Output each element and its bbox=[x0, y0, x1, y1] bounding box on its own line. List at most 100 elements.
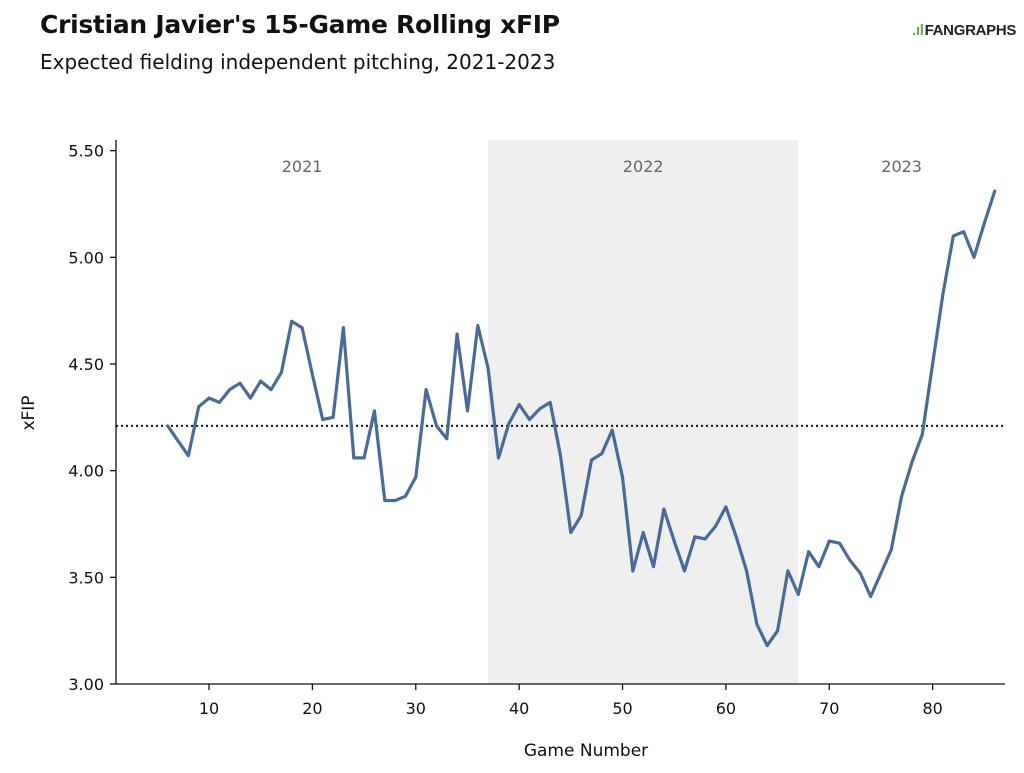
data-point bbox=[920, 432, 924, 436]
data-point bbox=[166, 424, 170, 428]
data-point bbox=[434, 424, 438, 428]
data-point bbox=[279, 371, 283, 375]
data-point bbox=[248, 396, 252, 400]
data-point bbox=[714, 524, 718, 528]
chart-title: Cristian Javier's 15-Game Rolling xFIP bbox=[40, 10, 560, 39]
data-point bbox=[228, 388, 232, 392]
data-point bbox=[538, 407, 542, 411]
x-tick-label: 40 bbox=[509, 699, 529, 718]
season-label-2023: 2023 bbox=[881, 157, 922, 176]
data-point bbox=[951, 234, 955, 238]
data-point bbox=[683, 569, 687, 573]
data-point bbox=[745, 569, 749, 573]
data-point bbox=[848, 558, 852, 562]
data-point bbox=[962, 230, 966, 234]
data-point bbox=[207, 396, 211, 400]
data-point bbox=[703, 537, 707, 541]
data-point bbox=[889, 548, 893, 552]
y-tick-label: 4.00 bbox=[68, 462, 104, 481]
data-point bbox=[786, 569, 790, 573]
y-tick-label: 5.50 bbox=[68, 142, 104, 161]
data-point bbox=[610, 428, 614, 432]
data-point bbox=[879, 571, 883, 575]
y-tick-label: 3.50 bbox=[68, 568, 104, 587]
data-point bbox=[900, 494, 904, 498]
data-point bbox=[548, 400, 552, 404]
data-point bbox=[486, 366, 490, 370]
data-point bbox=[569, 531, 573, 535]
data-point bbox=[176, 439, 180, 443]
data-point bbox=[217, 400, 221, 404]
axes: 3.00 3.50 4.00 4.50 5.00 5.50 10 20 30 40 50 60 70 80 bbox=[68, 140, 1005, 718]
data-point bbox=[621, 475, 625, 479]
data-point bbox=[186, 454, 190, 458]
x-tick-label: 50 bbox=[612, 699, 632, 718]
data-point bbox=[372, 409, 376, 413]
data-point bbox=[393, 499, 397, 503]
data-point bbox=[600, 452, 604, 456]
data-point bbox=[579, 513, 583, 517]
data-point bbox=[331, 415, 335, 419]
data-point bbox=[352, 456, 356, 460]
data-point bbox=[403, 494, 407, 498]
data-point bbox=[383, 499, 387, 503]
data-point bbox=[910, 460, 914, 464]
data-point bbox=[321, 417, 325, 421]
data-point bbox=[455, 332, 459, 336]
fangraphs-logo-icon: .ıl bbox=[912, 22, 924, 39]
data-point bbox=[869, 595, 873, 599]
y-tick-label: 4.50 bbox=[68, 355, 104, 374]
data-point bbox=[517, 403, 521, 407]
data-point bbox=[269, 388, 273, 392]
season-label-2022: 2022 bbox=[623, 157, 664, 176]
chart-subtitle: Expected fielding independent pitching, … bbox=[40, 50, 556, 74]
data-point bbox=[662, 507, 666, 511]
data-point bbox=[641, 531, 645, 535]
data-point bbox=[838, 541, 842, 545]
data-point bbox=[817, 565, 821, 569]
data-point bbox=[197, 405, 201, 409]
x-tick-label: 30 bbox=[406, 699, 426, 718]
data-point bbox=[755, 622, 759, 626]
data-point bbox=[362, 456, 366, 460]
data-point bbox=[590, 458, 594, 462]
season-label-2021: 2021 bbox=[282, 157, 323, 176]
data-point bbox=[827, 539, 831, 543]
data-point bbox=[310, 373, 314, 377]
data-point bbox=[465, 409, 469, 413]
x-tick-label: 10 bbox=[199, 699, 219, 718]
x-tick-label: 80 bbox=[922, 699, 942, 718]
data-point bbox=[496, 456, 500, 460]
data-point bbox=[796, 592, 800, 596]
data-point bbox=[982, 221, 986, 225]
data-point bbox=[931, 362, 935, 366]
fangraphs-logo: .ılFANGRAPHS bbox=[912, 22, 1016, 39]
data-point bbox=[507, 422, 511, 426]
y-tick-label: 5.00 bbox=[68, 248, 104, 267]
data-point bbox=[776, 629, 780, 633]
data-point bbox=[341, 326, 345, 330]
data-point bbox=[858, 571, 862, 575]
data-point bbox=[765, 644, 769, 648]
y-tick-label: 3.00 bbox=[68, 675, 104, 694]
data-point bbox=[559, 454, 562, 458]
season-bands: 2021 2022 2023 bbox=[282, 140, 922, 684]
data-point bbox=[652, 565, 656, 569]
x-tick-label: 20 bbox=[302, 699, 322, 718]
data-point bbox=[300, 326, 304, 330]
data-point bbox=[445, 437, 449, 441]
data-point bbox=[476, 324, 480, 328]
data-point bbox=[672, 539, 676, 543]
series-layer bbox=[166, 189, 997, 648]
data-point bbox=[631, 569, 635, 573]
data-point bbox=[424, 388, 428, 392]
data-point bbox=[993, 189, 997, 193]
data-point bbox=[238, 381, 242, 385]
data-point bbox=[734, 535, 738, 539]
season-band-2022 bbox=[488, 140, 799, 684]
data-point bbox=[259, 379, 263, 383]
x-tick-label: 60 bbox=[716, 699, 736, 718]
data-point bbox=[527, 417, 531, 421]
logo-text: FANGRAPHS bbox=[924, 22, 1017, 39]
data-point bbox=[693, 535, 697, 539]
